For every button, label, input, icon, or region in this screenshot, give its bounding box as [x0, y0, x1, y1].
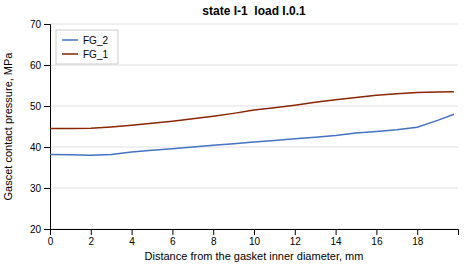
tick-mark	[172, 229, 173, 235]
tick: 40	[30, 142, 50, 153]
tick: 10	[249, 229, 261, 247]
tick-label: 8	[211, 236, 217, 247]
tick-mark	[44, 229, 50, 230]
tick-mark	[254, 229, 255, 235]
title: state I-1 load I.0.1	[202, 4, 306, 18]
grid-line	[50, 147, 458, 148]
tick: 60	[30, 60, 50, 71]
tick-mark	[417, 229, 418, 235]
legend-label: FG_2	[83, 35, 108, 46]
y-axis-title: Gascet contact pressure, MPa	[2, 52, 14, 201]
tick: 30	[30, 183, 50, 194]
legend-box	[56, 30, 118, 64]
tick-label: 70	[30, 19, 42, 30]
grid-line	[50, 65, 458, 66]
y-axis: 20 30 40 50 60 70	[30, 19, 51, 235]
chart: 0 2 4 6 8 10 12 14 16 18 20 30 40 50 60 70 FG_2 FG_1 state…	[0, 0, 474, 265]
tick-label: 12	[290, 236, 302, 247]
x-axis-title: Distance from the gasket inner diameter,…	[145, 250, 364, 262]
grid-line	[50, 188, 458, 189]
tick-mark	[44, 106, 50, 107]
tick-label: 40	[30, 142, 42, 153]
tick: 20	[30, 224, 50, 235]
tick-mark	[336, 229, 337, 235]
legend: FG_2 FG_1	[56, 30, 118, 64]
grid-line	[50, 106, 458, 107]
tick-mark	[44, 147, 50, 148]
grid-line	[50, 24, 458, 25]
tick-mark	[213, 229, 214, 235]
tick: 8	[211, 229, 217, 247]
tick-mark	[376, 229, 377, 235]
tick-label: 30	[30, 183, 42, 194]
tick-label: 18	[412, 236, 424, 247]
series-line	[50, 92, 454, 129]
tick-label: 6	[170, 236, 176, 247]
legend-swatch	[62, 39, 78, 41]
tick: 6	[170, 229, 176, 247]
tick-mark	[44, 65, 50, 66]
grid-y	[50, 24, 458, 229]
tick-label: 14	[331, 236, 343, 247]
tick: 0	[48, 229, 54, 247]
tick-label: 0	[48, 236, 54, 247]
tick-mark	[132, 229, 133, 235]
tick-mark	[91, 229, 92, 235]
lines	[50, 92, 454, 156]
tick: 2	[89, 229, 95, 247]
tick-label: 10	[249, 236, 261, 247]
axis-line	[51, 230, 459, 236]
tick: 14	[331, 229, 343, 247]
tick-mark	[44, 188, 50, 189]
tick-label: 50	[30, 101, 42, 112]
tick-mark	[44, 24, 50, 25]
series-line	[50, 114, 454, 155]
tick: 18	[412, 229, 424, 247]
legend-swatch	[62, 53, 78, 55]
tick-label: 2	[89, 236, 95, 247]
legend-label: FG_1	[83, 49, 108, 60]
tick: 12	[290, 229, 302, 247]
tick: 16	[371, 229, 383, 247]
tick-label: 16	[371, 236, 383, 247]
tick-label: 4	[129, 236, 135, 247]
tick-label: 20	[30, 224, 42, 235]
plot: 0 2 4 6 8 10 12 14 16 18 20 30 40 50 60 70 FG_2 FG_1	[30, 19, 459, 247]
tick: 4	[129, 229, 135, 247]
tick-mark	[295, 229, 296, 235]
axis-line	[44, 25, 51, 230]
tick: 70	[30, 19, 50, 30]
x-axis: 0 2 4 6 8 10 12 14 16 18	[48, 229, 459, 247]
tick-label: 60	[30, 60, 42, 71]
tick: 50	[30, 101, 50, 112]
